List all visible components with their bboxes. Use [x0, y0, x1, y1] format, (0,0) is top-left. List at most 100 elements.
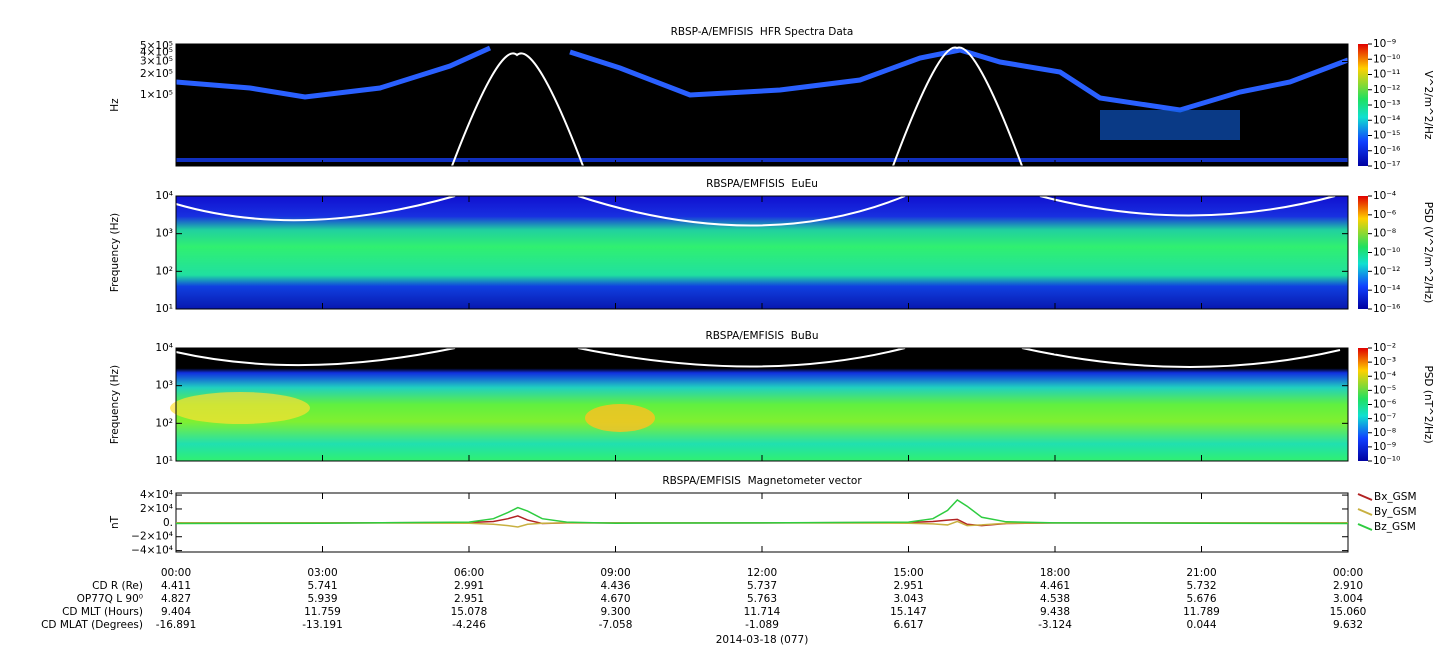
colorbar — [1358, 44, 1368, 166]
y-tick-label: 10¹ — [155, 455, 173, 467]
ephemeris-label: CD R (Re) — [92, 580, 143, 592]
x-tick-label: 21:00 — [1186, 567, 1216, 579]
x-tick-label: 18:00 — [1040, 567, 1070, 579]
spectrogram-bg — [176, 196, 1348, 309]
ephemeris-label: CD MLAT (Degrees) — [41, 619, 143, 631]
ephemeris-value: 3.043 — [893, 593, 923, 605]
spectrogram-patch — [585, 404, 655, 432]
colorbar-tick-label: 10⁻¹¹ — [1373, 69, 1400, 81]
x-tick-label: 03:00 — [307, 567, 337, 579]
y-axis-label: Frequency (Hz) — [109, 213, 121, 292]
ephemeris-label: CD MLT (Hours) — [62, 606, 143, 618]
series-line — [175, 498, 1349, 525]
ephemeris-value: 15.060 — [1330, 606, 1367, 618]
ephemeris-value: 2.951 — [893, 580, 923, 592]
ephemeris-value: 15.147 — [890, 606, 927, 618]
ephemeris-value: 15.078 — [451, 606, 488, 618]
x-tick-label: 12:00 — [747, 567, 777, 579]
legend-swatch — [1357, 493, 1373, 501]
spectrogram-band — [175, 45, 1349, 113]
y-tick-label: 10³ — [155, 380, 173, 392]
ephemeris-value: 2.991 — [454, 580, 484, 592]
y-tick-label: 10² — [155, 265, 173, 277]
y-axis-label: Hz — [109, 98, 121, 112]
ephemeris-value: 5.737 — [747, 580, 777, 592]
colorbar-label: PSD (nT^2/Hz) — [1422, 365, 1434, 443]
y-tick-label: 2×10⁴ — [140, 503, 173, 515]
x-tick-label: 06:00 — [454, 567, 484, 579]
gyro-curve — [175, 195, 1336, 227]
x-tick-label: 09:00 — [600, 567, 630, 579]
ephemeris-value: 4.670 — [600, 593, 630, 605]
spectrogram-patch — [1100, 110, 1240, 140]
colorbar-tick-label: 10⁻¹⁴ — [1373, 114, 1400, 126]
colorbar-tick-label: 10⁻¹² — [1373, 265, 1400, 277]
x-tick-label: 00:00 — [1333, 567, 1363, 579]
colorbar-tick-label: 10⁻¹⁰ — [1373, 455, 1400, 467]
colorbar-tick-label: 10⁻⁴ — [1373, 370, 1396, 382]
ephemeris-value: 2.951 — [454, 593, 484, 605]
y-tick-label: 4×10⁵ — [140, 47, 173, 59]
colorbar-tick-label: 10⁻¹⁴ — [1373, 284, 1400, 296]
ephemeris-value: 5.763 — [747, 593, 777, 605]
ephemeris-value: 4.411 — [161, 580, 191, 592]
ephemeris-value: 9.404 — [161, 606, 191, 618]
colorbar-tick-label: 10⁻⁵ — [1373, 384, 1396, 396]
colorbar-tick-label: 10⁻¹⁰ — [1373, 247, 1400, 259]
y-axis-label: nT — [109, 515, 121, 529]
ephemeris-value: 5.741 — [307, 580, 337, 592]
y-tick-label: 10⁴ — [155, 342, 173, 354]
legend-swatch — [1357, 508, 1373, 516]
colorbar-tick-label: 10⁻⁸ — [1373, 427, 1396, 439]
colorbar-tick-label: 10⁻⁹ — [1373, 38, 1396, 50]
series-line — [176, 515, 1348, 527]
gyro-curve — [175, 347, 1341, 368]
y-tick-label: 5×10⁵ — [140, 40, 173, 52]
colorbar-label: PSD (V^2/m^2/Hz) — [1422, 202, 1434, 303]
ephemeris-value: 4.538 — [1040, 593, 1070, 605]
colorbar — [1358, 348, 1368, 461]
ephemeris-value: 9.438 — [1040, 606, 1070, 618]
colorbar-tick-label: 10⁻⁴ — [1373, 190, 1396, 202]
ephemeris-value: 5.676 — [1186, 593, 1216, 605]
y-tick-label: 10⁴ — [155, 190, 173, 202]
x-tick-label: 00:00 — [161, 567, 191, 579]
y-tick-label: 1×10⁵ — [140, 89, 173, 101]
colorbar-tick-label: 10⁻⁶ — [1373, 399, 1396, 411]
colorbar-tick-label: 10⁻¹³ — [1373, 99, 1400, 111]
spectrogram-images — [170, 44, 1368, 461]
ephemeris-value: 5.939 — [307, 593, 337, 605]
ephemeris-value: 0.044 — [1186, 619, 1216, 631]
ephemeris-value: -13.191 — [302, 619, 343, 631]
y-tick-label: 10¹ — [155, 303, 173, 315]
y-tick-label: −4×10⁴ — [131, 545, 173, 557]
colorbar-tick-label: 10⁻² — [1373, 342, 1396, 354]
ephemeris-value: -4.246 — [452, 619, 486, 631]
date-label: 2014-03-18 (077) — [716, 634, 809, 646]
colorbar-tick-label: 10⁻¹² — [1373, 84, 1400, 96]
colorbar — [1358, 196, 1368, 309]
colorbar-tick-label: 10⁻¹⁰ — [1373, 53, 1400, 65]
y-axis-label: Frequency (Hz) — [109, 365, 121, 444]
panel-title: RBSP-A/EMFISIS HFR Spectra Data — [671, 26, 854, 38]
x-tick-label: 15:00 — [893, 567, 923, 579]
spectrogram-bg — [176, 44, 1348, 166]
ephemeris-value: 11.789 — [1183, 606, 1220, 618]
legend-label: Bz_GSM — [1374, 521, 1416, 533]
ephemeris-label: OP77Q L 90⁰ — [77, 593, 143, 605]
ephemeris-value: 4.827 — [161, 593, 191, 605]
y-tick-label: 4×10⁴ — [140, 489, 173, 501]
colorbar-tick-label: 10⁻¹⁶ — [1373, 303, 1400, 315]
ephemeris-value: 4.436 — [600, 580, 630, 592]
y-tick-label: 10² — [155, 417, 173, 429]
ephemeris-value: 11.759 — [304, 606, 341, 618]
y-tick-label: −2×10⁴ — [131, 531, 173, 543]
y-tick-label: 10³ — [155, 228, 173, 240]
colorbar-tick-label: 10⁻¹⁵ — [1373, 130, 1400, 142]
ephemeris-value: 6.617 — [893, 619, 923, 631]
legend-label: Bx_GSM — [1374, 491, 1417, 503]
colorbar-tick-label: 10⁻⁶ — [1373, 209, 1396, 221]
panel-title: RBSPA/EMFISIS Magnetometer vector — [662, 475, 862, 487]
spectrogram-patch — [170, 392, 310, 424]
